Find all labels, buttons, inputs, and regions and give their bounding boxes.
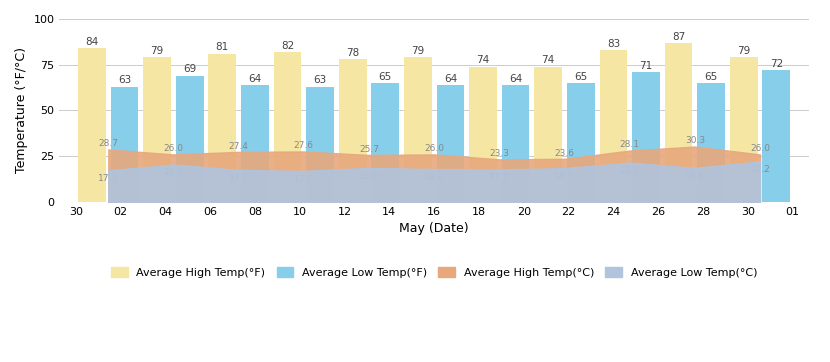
Bar	[404, 58, 432, 202]
Bar	[730, 58, 758, 202]
Bar	[469, 67, 497, 202]
Text: 82: 82	[281, 41, 294, 51]
Text: 26.0: 26.0	[164, 144, 183, 153]
Text: 78: 78	[346, 48, 359, 58]
Bar	[144, 58, 171, 202]
Text: 23.3: 23.3	[490, 149, 510, 158]
Text: 17.0: 17.0	[294, 174, 314, 184]
Text: 65: 65	[378, 72, 392, 82]
Bar	[372, 83, 399, 202]
Text: 17.5: 17.5	[228, 174, 249, 182]
Bar	[78, 48, 106, 202]
Text: 28.7: 28.7	[98, 139, 119, 148]
Text: 79: 79	[411, 46, 424, 56]
Text: 23.6: 23.6	[554, 149, 574, 158]
Bar	[208, 54, 237, 202]
Text: 64: 64	[248, 73, 261, 84]
Bar	[339, 59, 367, 202]
Bar	[110, 87, 139, 202]
Text: 18.5: 18.5	[554, 172, 574, 181]
Text: 21.5: 21.5	[620, 166, 640, 175]
Bar	[502, 85, 530, 202]
Legend: Average High Temp(°F), Average Low Temp(°F), Average High Temp(°C), Average Low : Average High Temp(°F), Average Low Temp(…	[106, 262, 762, 282]
Text: 64: 64	[509, 73, 522, 84]
Bar	[535, 67, 562, 202]
Text: 27.4: 27.4	[229, 142, 248, 151]
Text: 64: 64	[444, 73, 457, 84]
Text: 74: 74	[542, 55, 554, 65]
Bar	[632, 72, 660, 202]
Bar	[176, 76, 203, 202]
Text: 65: 65	[705, 72, 718, 82]
Bar	[599, 50, 627, 202]
Text: 63: 63	[314, 75, 327, 85]
Text: 79: 79	[737, 46, 750, 56]
Text: 79: 79	[150, 46, 164, 56]
Text: 81: 81	[216, 42, 229, 52]
Bar	[697, 83, 725, 202]
Text: 18.6: 18.6	[685, 172, 705, 181]
Text: 69: 69	[183, 64, 197, 75]
Text: 87: 87	[672, 31, 686, 42]
Text: 83: 83	[607, 39, 620, 49]
Bar	[274, 52, 301, 202]
Text: 22.2: 22.2	[750, 165, 770, 174]
Bar	[763, 70, 790, 202]
Text: 17.3: 17.3	[98, 174, 119, 183]
Text: 26.0: 26.0	[424, 144, 444, 153]
Text: 27.6: 27.6	[294, 142, 314, 150]
Bar	[306, 87, 334, 202]
Text: 63: 63	[118, 75, 131, 85]
Bar	[241, 85, 269, 202]
Bar	[567, 83, 594, 202]
Text: 18.0: 18.0	[424, 173, 444, 182]
Text: 20.5: 20.5	[164, 168, 183, 177]
X-axis label: May (Date): May (Date)	[399, 222, 469, 235]
Text: 30.3: 30.3	[685, 136, 705, 146]
Bar	[437, 85, 464, 202]
Text: 28.1: 28.1	[620, 140, 640, 150]
Text: 26.0: 26.0	[750, 144, 770, 153]
Text: 65: 65	[574, 72, 588, 82]
Y-axis label: Temperature (°F/°C): Temperature (°F/°C)	[15, 47, 28, 173]
Text: 17.7: 17.7	[489, 173, 510, 182]
Text: 25.7: 25.7	[359, 145, 379, 154]
Text: 71: 71	[639, 61, 652, 71]
Bar	[665, 43, 692, 202]
Text: 84: 84	[85, 37, 99, 47]
Text: 18.6: 18.6	[359, 172, 379, 181]
Text: 74: 74	[476, 55, 490, 65]
Text: 72: 72	[769, 59, 783, 69]
